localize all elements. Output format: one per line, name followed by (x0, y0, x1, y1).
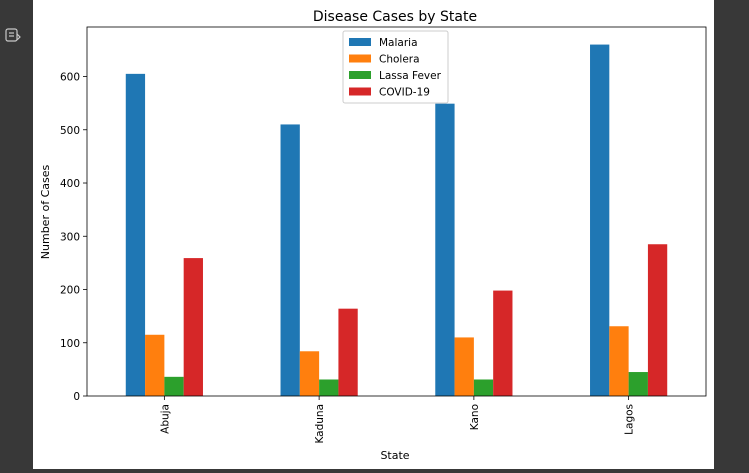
bar-covid-19-abuja (183, 258, 203, 396)
y-tick-label: 0 (73, 391, 80, 403)
legend-swatch-malaria (349, 38, 371, 46)
legend-label-lassa-fever: Lassa Fever (379, 70, 442, 82)
bar-covid-19-lagos (647, 244, 668, 396)
bar-malaria-abuja (125, 73, 146, 396)
bar-covid-19-kano (493, 290, 513, 396)
x-tick-label: Kaduna (314, 404, 326, 444)
x-tick-label: Abuja (159, 404, 171, 434)
legend-label-covid-19: COVID-19 (379, 87, 430, 99)
bar-lassa-fever-abuja (164, 376, 184, 396)
bar-malaria-kaduna (280, 124, 300, 396)
legend-swatch-covid-19 (349, 87, 371, 96)
y-axis-label: Number of Cases (39, 165, 52, 260)
y-tick-label: 400 (60, 178, 80, 190)
bar-cholera-kano (454, 337, 474, 396)
chart-title: Disease Cases by State (313, 9, 477, 25)
y-tick-label: 500 (60, 125, 80, 137)
output-gutter (0, 0, 33, 471)
bar-lassa-fever-kano (473, 379, 494, 396)
x-tick-label: Kano (469, 404, 481, 430)
bar-cholera-abuja (145, 334, 165, 396)
bar-malaria-lagos (590, 44, 610, 396)
legend-label-cholera: Cholera (379, 54, 420, 66)
bar-covid-19-kaduna (338, 308, 358, 396)
plot-area: Abuja Kaduna Kano Lagos 0 100 200 300 400 500 600 M… (60, 26, 707, 444)
bar-chart: Disease Cases by State State Number of C… (39, 9, 707, 462)
legend-box (342, 30, 449, 104)
bar-lassa-fever-lagos (628, 372, 648, 396)
chart-figure: Disease Cases by State State Number of C… (33, 0, 714, 469)
bar-malaria-kano (435, 103, 455, 396)
legend-label-malaria: Malaria (379, 37, 418, 49)
x-axis-label: State (380, 449, 409, 462)
y-tick-label: 100 (60, 338, 80, 350)
legend-swatch-lassa-fever (349, 71, 371, 79)
y-tick-label: 600 (60, 72, 80, 84)
axes-frame (86, 26, 707, 397)
bar-cholera-kaduna (299, 351, 320, 396)
x-tick-label: Lagos (624, 404, 636, 435)
y-tick-label: 200 (60, 285, 80, 297)
bar-lassa-fever-kaduna (319, 379, 339, 396)
bar-cholera-lagos (609, 326, 629, 396)
y-tick-label: 300 (60, 231, 80, 243)
output-toggle-icon[interactable] (4, 26, 22, 44)
right-gutter (714, 0, 749, 471)
legend-swatch-cholera (349, 54, 371, 63)
